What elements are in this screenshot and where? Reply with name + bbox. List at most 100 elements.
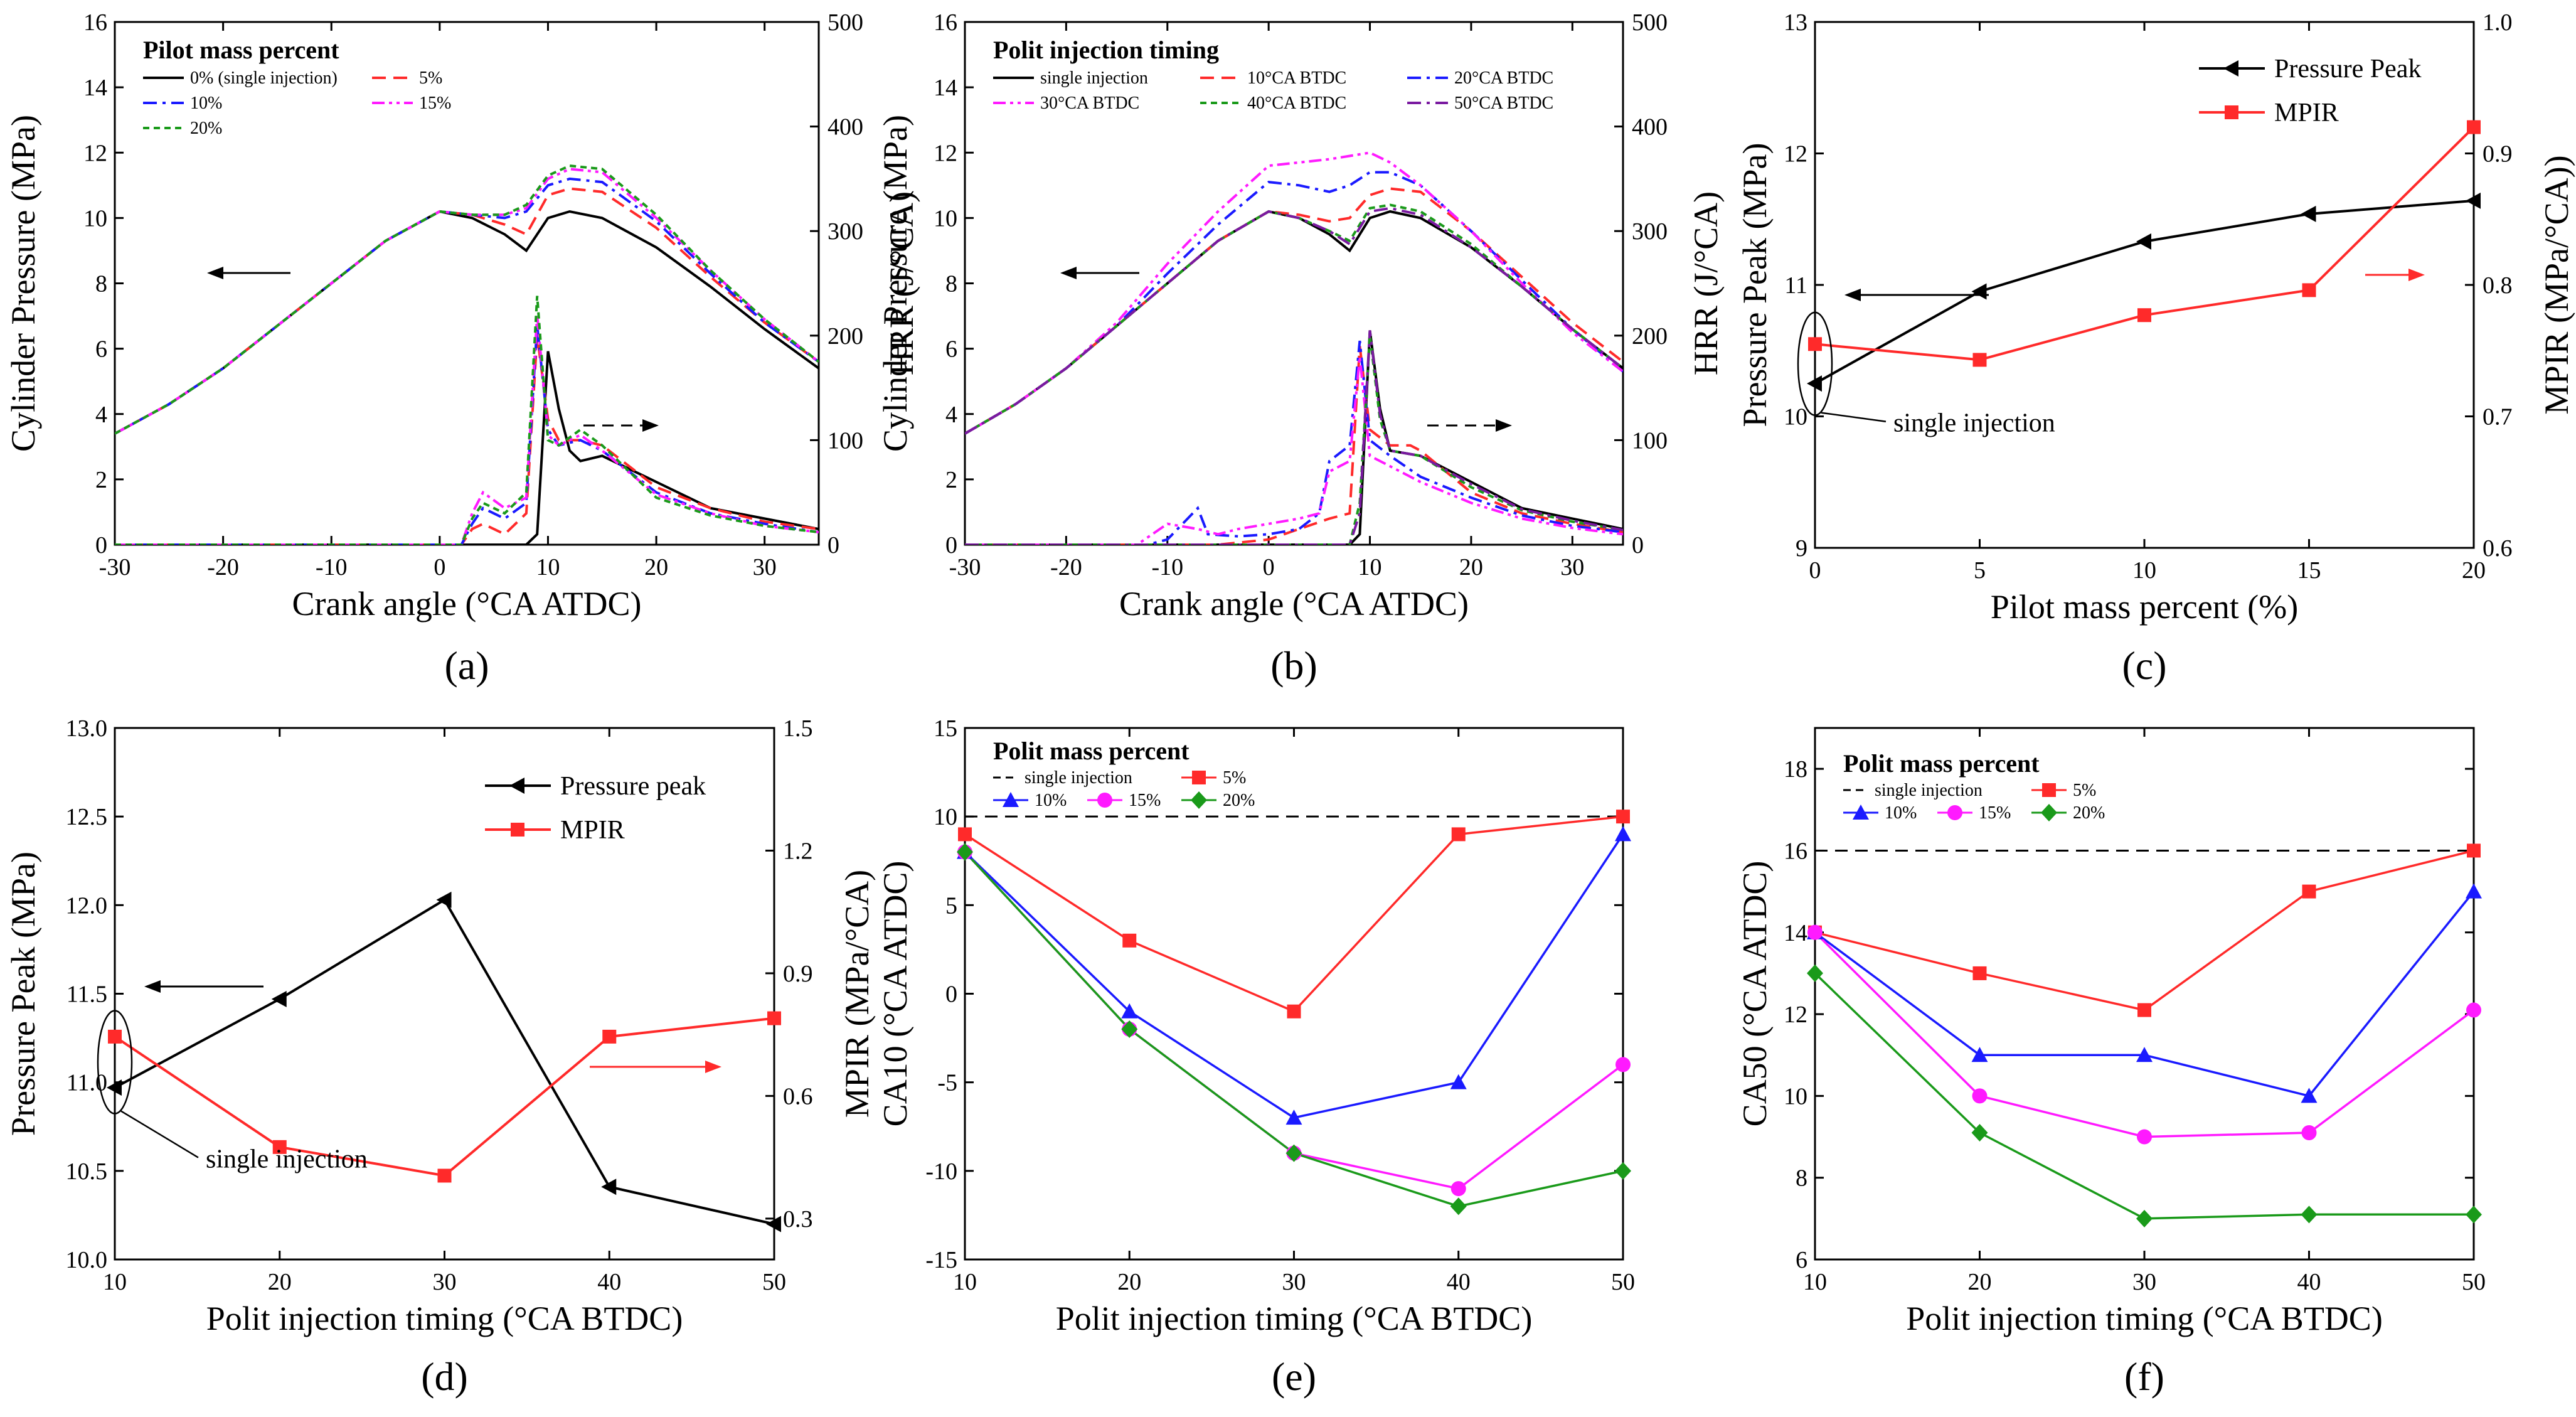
y2-axis-title: MPIR (MPa/°CA) [838, 870, 876, 1118]
y2-tick-label: 500 [1632, 9, 1668, 36]
legend-label: 20% [1223, 791, 1255, 810]
data-marker [958, 827, 972, 842]
y-tick-label: 10 [934, 804, 957, 830]
annotation-pointer [1821, 412, 1887, 422]
y-tick-label: 18 [1784, 756, 1807, 783]
legend: Polit mass percent single injection 5% 10% 1… [1843, 749, 2105, 823]
y-tick-label: 9 [1796, 535, 1807, 562]
single-injection-ellipse [1797, 311, 1833, 416]
legend-label: 5% [419, 68, 442, 88]
arrow-head-icon [207, 267, 223, 279]
data-marker [2137, 1003, 2151, 1017]
x-tick-label: 10 [103, 1269, 127, 1295]
x-tick-label: 0 [1263, 554, 1275, 580]
y-tick-label: 14 [83, 75, 107, 101]
pressure-line [965, 171, 1623, 435]
y-tick-label: 16 [1784, 838, 1807, 864]
x-tick-label: 20 [644, 554, 668, 580]
x-tick-label: 20 [1117, 1269, 1141, 1295]
data-marker [1807, 964, 1823, 982]
y-tick-label: 13.0 [66, 715, 108, 742]
x-tick-label: 50 [2462, 1269, 2486, 1295]
data-marker [1807, 375, 1822, 392]
y-tick-label: 12 [1784, 1002, 1807, 1028]
x-tick-label: 10 [1803, 1269, 1827, 1295]
legend-label: 20% [2073, 803, 2105, 823]
arrow-head-icon [642, 419, 659, 432]
y-axis-title: CA50 (°CA ATDC) [1736, 861, 1774, 1127]
y-tick-label: 13 [1784, 9, 1807, 36]
data-marker [2137, 308, 2151, 323]
x-tick-label: 20 [1459, 554, 1483, 580]
y-tick-label: -5 [937, 1070, 957, 1096]
x-tick-label: 40 [597, 1269, 621, 1295]
legend-title: Polit mass percent [1843, 749, 2040, 778]
x-tick-label: 10 [536, 554, 560, 580]
pressure-line [965, 151, 1623, 435]
y-tick-label: 8 [95, 271, 107, 297]
data-marker [2137, 1129, 2152, 1145]
plot-area [1815, 126, 2474, 385]
x-tick-label: -20 [1050, 554, 1082, 580]
panel-label: (b) [1270, 643, 1317, 688]
x-axis-title: Crank angle (°CA ATDC) [292, 585, 641, 623]
y-axis-title: CA10 (°CA ATDC) [876, 861, 914, 1127]
panel-d: 10 20 30 40 5010.010.511.011.512.012.513.00.… [4, 715, 876, 1399]
legend-label: MPIR [560, 816, 625, 845]
pressure-line [965, 203, 1623, 435]
y2-tick-label: 0.9 [2483, 141, 2513, 168]
data-marker [108, 1029, 122, 1044]
data-marker [1450, 1181, 1466, 1197]
x-tick-label: -30 [99, 554, 131, 580]
legend-label: 15% [419, 94, 451, 113]
y2-tick-label: 400 [1632, 114, 1668, 141]
data-marker [1121, 1003, 1138, 1019]
legend-title: Pilot mass percent [143, 36, 339, 64]
legend-label: 15% [1979, 803, 2011, 823]
y-tick-label: 2 [95, 467, 107, 493]
y-tick-label: 0 [95, 532, 107, 559]
data-marker [1972, 353, 1987, 367]
legend-marker [2225, 105, 2238, 119]
y-tick-label: 6 [95, 336, 107, 363]
x-tick-label: 15 [2297, 557, 2321, 584]
y-tick-label: 8 [1796, 1165, 1807, 1192]
x-tick-label: 10 [953, 1269, 977, 1295]
data-marker [2301, 1088, 2318, 1103]
x-tick-label: 30 [433, 1269, 457, 1295]
x-tick-label: 20 [268, 1269, 292, 1295]
legend-label: single injection [1025, 768, 1132, 788]
legend-label: Pressure peak [560, 772, 706, 801]
y-tick-label: 14 [1784, 920, 1807, 946]
annotation-text: single injection [1893, 409, 2055, 438]
y-tick-label: 12 [934, 140, 957, 166]
y2-axis-title: HRR (J/°CA) [883, 191, 920, 375]
legend: Polit injection timing single injection 10… [993, 36, 1553, 113]
y2-tick-label: 100 [828, 427, 863, 454]
data-marker [1122, 933, 1137, 948]
x-tick-label: 10 [1358, 554, 1382, 580]
y-tick-label: 14 [934, 75, 957, 101]
legend-label: 10% [1885, 803, 1917, 823]
y-tick-label: 11 [1784, 272, 1807, 299]
x-tick-label: 50 [762, 1269, 786, 1295]
arrow-head-icon [1496, 419, 1512, 432]
pressure-line [965, 187, 1623, 435]
y2-tick-label: 200 [1632, 323, 1668, 350]
legend-label: 20% [190, 119, 222, 138]
legend-marker [1003, 792, 1019, 807]
data-marker [2466, 192, 2481, 209]
legend-label: 10°CA BTDC [1247, 68, 1346, 88]
y-tick-label: 16 [83, 9, 107, 36]
x-tick-label: 40 [2297, 1269, 2321, 1295]
data-marker [1615, 826, 1631, 842]
pressure-line [115, 210, 819, 435]
y2-tick-label: 300 [828, 218, 863, 245]
series-line [1815, 849, 2474, 1012]
data-marker [1615, 1162, 1631, 1180]
legend-marker [2041, 804, 2057, 821]
x-axis-title: Polit injection timing (°CA BTDC) [1906, 1300, 2383, 1337]
panel-label: (c) [2122, 643, 2166, 688]
hrr-line [965, 356, 1623, 545]
x-tick-label: -30 [949, 554, 981, 580]
